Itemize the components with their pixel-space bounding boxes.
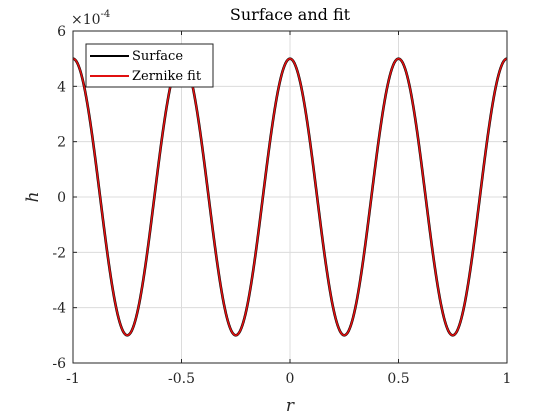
y-tick-label: 0	[57, 190, 66, 206]
y-exponent-base: ×10	[71, 12, 101, 28]
legend[interactable]: Surface Zernike fit	[85, 43, 214, 88]
y-tick-label: -6	[52, 356, 66, 372]
x-tick-label: 1	[503, 371, 512, 387]
series-lines	[72, 57, 508, 337]
y-exponent-label: ×10-4	[71, 9, 110, 28]
legend-label-zernike-fit: Zernike fit	[132, 69, 202, 84]
y-tick-label: 2	[57, 135, 66, 151]
x-tick-label: -0.5	[168, 371, 195, 387]
x-axis-ticks: -1 -0.5 0 0.5 1	[66, 31, 511, 387]
y-tick-label: 4	[57, 79, 66, 95]
grid-lines	[72, 30, 508, 364]
x-tick-label: 0.5	[387, 371, 409, 387]
chart-title: Surface and fit	[230, 5, 351, 24]
y-tick-label: -2	[52, 245, 66, 261]
x-tick-label: -1	[66, 371, 80, 387]
y-tick-label: 6	[57, 24, 66, 40]
x-axis-title: r	[286, 396, 295, 416]
legend-label-surface: Surface	[132, 49, 183, 64]
y-axis-ticks: -6 -4 -2 0 2 4 6	[52, 24, 507, 372]
legend-box	[85, 43, 214, 88]
y-exponent-power: -4	[101, 9, 111, 20]
y-axis-title: h	[23, 192, 43, 203]
y-tick-label: -4	[52, 301, 66, 317]
series-line-zernike-fit	[72, 57, 508, 337]
x-tick-label: 0	[286, 371, 295, 387]
